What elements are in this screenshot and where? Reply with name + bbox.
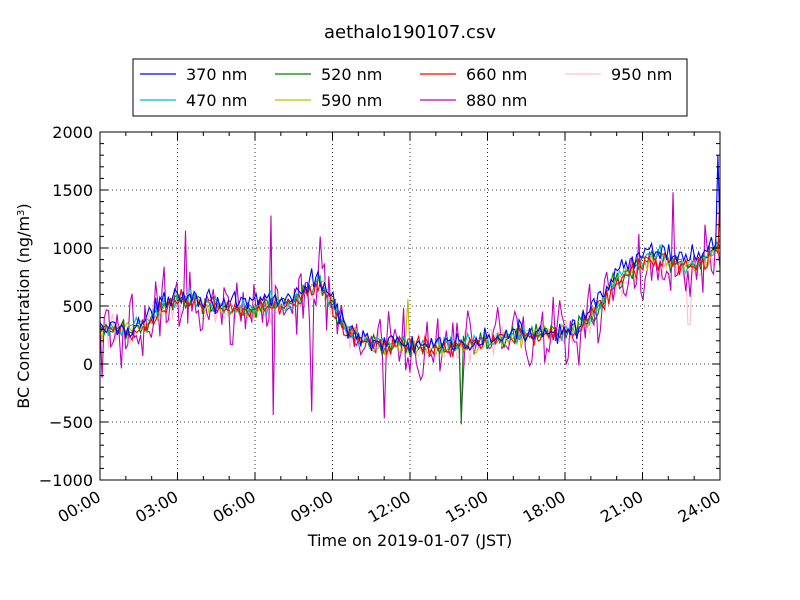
legend-label: 590 nm <box>321 91 382 110</box>
series-line-660-nm <box>100 189 720 358</box>
series-group <box>100 155 720 425</box>
x-axis-label: Time on 2019-01-07 (JST) <box>307 531 512 550</box>
y-tick-label: 2000 <box>52 123 93 142</box>
y-tick-label: −500 <box>49 413 93 432</box>
y-tick-label: 1500 <box>52 181 93 200</box>
legend-label: 470 nm <box>186 91 247 110</box>
series-line-880-nm <box>100 192 720 419</box>
legend-label: 880 nm <box>466 91 527 110</box>
legend-label: 950 nm <box>611 65 672 84</box>
legend-label: 370 nm <box>186 65 247 84</box>
legend-label: 520 nm <box>321 65 382 84</box>
y-axis-label-superscript: 3 <box>16 210 27 216</box>
y-tick-label: 0 <box>83 355 93 374</box>
series-line-370-nm <box>100 155 720 354</box>
legend: 370 nm 470 nm 520 nm 590 nm 660 nm 880 nm 950 … <box>132 58 688 117</box>
y-tick-label: 1000 <box>52 239 93 258</box>
y-tick-label: −1000 <box>39 471 93 490</box>
chart-title: aethalo190107.csv <box>324 22 496 43</box>
legend-frame <box>132 58 688 117</box>
y-tick-label: 500 <box>62 297 93 316</box>
y-axis-label-tail: ) <box>14 203 33 209</box>
series-line-520-nm <box>100 240 720 425</box>
y-axis-label: BC Concentration (ng/m3) <box>14 203 33 408</box>
y-axis-label-base: BC Concentration (ng/m <box>14 216 33 409</box>
legend-label: 660 nm <box>466 65 527 84</box>
